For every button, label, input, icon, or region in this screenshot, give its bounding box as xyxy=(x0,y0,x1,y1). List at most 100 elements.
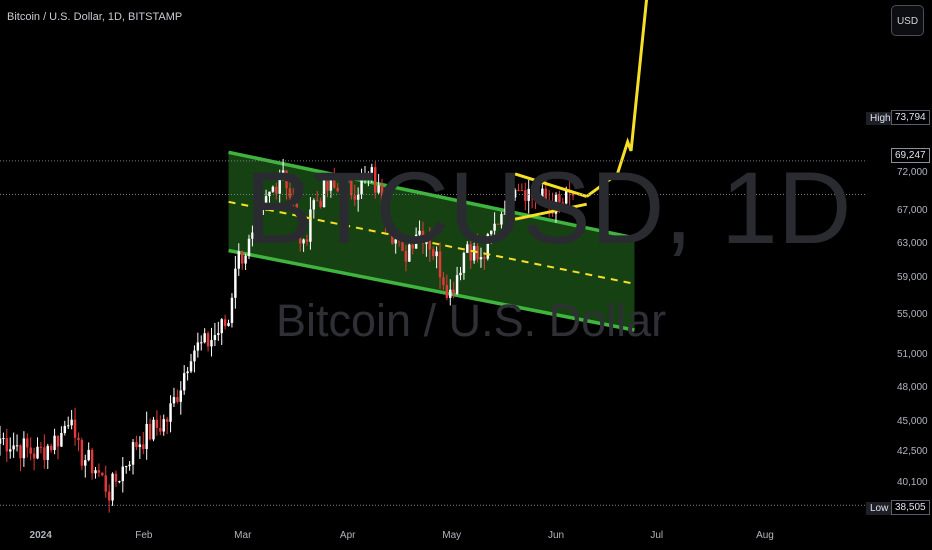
candle-body xyxy=(210,339,213,347)
candle-body xyxy=(554,194,558,214)
candle-body xyxy=(483,257,486,259)
candle-body xyxy=(94,470,97,474)
currency-button[interactable]: USD xyxy=(891,5,924,36)
current-price-value: 69,247 xyxy=(891,148,930,163)
candle-body xyxy=(200,342,203,344)
candle-body xyxy=(176,397,179,402)
candle-body xyxy=(131,442,135,465)
candle-body xyxy=(343,183,346,201)
candle-body xyxy=(5,438,9,452)
candle-body xyxy=(261,204,264,215)
candle-body xyxy=(507,184,510,214)
candle-body xyxy=(162,419,165,432)
channel-lower-line xyxy=(228,248,635,332)
candle-body xyxy=(9,449,12,452)
candle-body xyxy=(169,403,172,422)
candle-body xyxy=(565,189,568,204)
y-tick-label: 63,000 xyxy=(897,237,928,249)
y-tick-label: 42,500 xyxy=(897,445,928,457)
candle-body xyxy=(36,446,39,459)
candle-body xyxy=(60,433,63,447)
candle-body xyxy=(138,444,142,448)
candle-body xyxy=(541,188,544,197)
candle-body xyxy=(309,209,312,242)
candle-body xyxy=(26,438,29,448)
candle-body xyxy=(363,175,367,178)
flag-bottom-line xyxy=(514,202,588,221)
candle-body xyxy=(247,238,251,256)
candle-body xyxy=(288,188,292,198)
candle-body xyxy=(80,440,84,466)
y-tick-label: 59,000 xyxy=(897,272,928,284)
candle-body xyxy=(530,188,534,197)
candle-body xyxy=(281,170,285,179)
y-tick-label: 40,100 xyxy=(897,476,928,488)
candle-body xyxy=(268,191,271,197)
x-tick-label: Apr xyxy=(339,530,356,541)
candle-body xyxy=(476,245,479,260)
candle-body xyxy=(520,190,524,192)
candle-body xyxy=(469,244,472,261)
candle-body xyxy=(305,239,309,242)
candle-body xyxy=(193,350,196,362)
candle-body xyxy=(230,297,234,323)
candle-body xyxy=(561,202,565,204)
candle-body xyxy=(73,419,77,438)
candle-body xyxy=(152,419,155,440)
candle-body xyxy=(84,460,87,466)
candle-body xyxy=(353,195,356,200)
candle-body xyxy=(438,251,442,278)
candlestick-series xyxy=(0,158,575,513)
candle-body xyxy=(316,200,319,202)
candle-body xyxy=(12,445,15,450)
candle-body xyxy=(462,252,466,273)
candle-body xyxy=(39,446,43,448)
candle-body xyxy=(29,447,32,454)
candle-body xyxy=(53,435,56,451)
candle-body xyxy=(155,419,159,428)
candle-body xyxy=(128,464,131,467)
candle-body xyxy=(425,237,428,244)
candle-body xyxy=(2,438,5,440)
candle-body xyxy=(384,211,387,224)
candle-body xyxy=(377,185,380,193)
candle-body xyxy=(510,184,513,198)
price-axis-lines xyxy=(0,160,866,506)
candle-body xyxy=(517,189,520,191)
candle-body xyxy=(503,213,507,215)
candle-body xyxy=(66,425,70,427)
channel-upper-line xyxy=(228,150,635,240)
candle-body xyxy=(445,284,449,298)
x-tick-label: Mar xyxy=(234,530,252,541)
candle-body xyxy=(558,194,561,203)
candle-body xyxy=(472,245,476,261)
candle-body xyxy=(63,425,67,434)
candle-body xyxy=(244,255,247,264)
candle-body xyxy=(145,423,148,450)
y-tick-label: 51,000 xyxy=(897,349,928,361)
candle-body xyxy=(234,268,237,298)
candle-body xyxy=(380,185,384,212)
candle-body xyxy=(298,216,302,244)
descending-channel-drawing[interactable] xyxy=(228,150,635,332)
candle-body xyxy=(172,397,176,404)
candle-body xyxy=(431,249,435,257)
pattern-drawings[interactable] xyxy=(228,0,656,285)
candle-body xyxy=(387,223,391,233)
channel-fill xyxy=(228,152,635,331)
flag-top-line xyxy=(514,172,588,198)
candle-body xyxy=(401,241,404,251)
candle-body xyxy=(278,178,281,194)
candle-body xyxy=(264,196,268,205)
candle-body xyxy=(459,272,462,276)
candle-body xyxy=(15,445,19,447)
candle-body xyxy=(489,230,493,235)
candle-body xyxy=(336,187,339,192)
candle-body xyxy=(49,445,53,451)
candle-body xyxy=(227,322,230,327)
candle-body xyxy=(114,473,118,482)
candle-body xyxy=(452,289,455,294)
candle-body xyxy=(360,177,363,195)
candle-body xyxy=(373,167,377,193)
